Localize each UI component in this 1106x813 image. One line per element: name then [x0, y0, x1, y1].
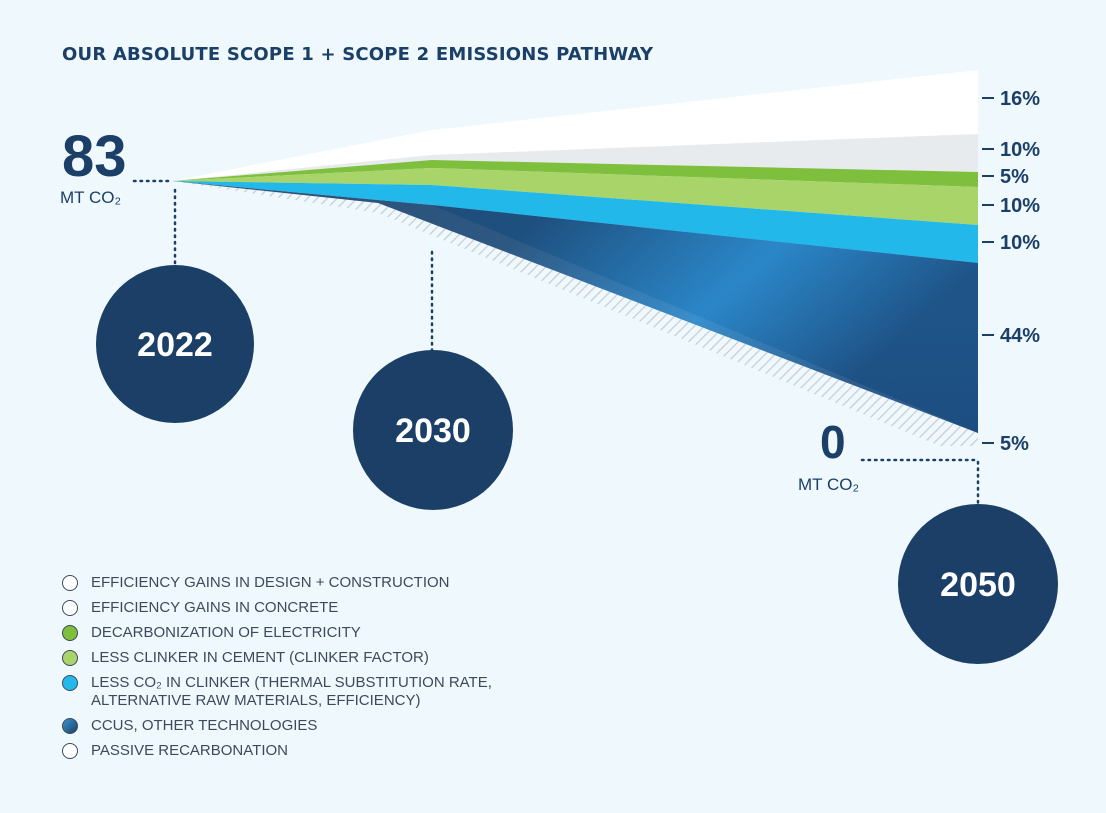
wedge-areas [172, 70, 978, 446]
legend-swatch [62, 575, 78, 591]
legend-label: CCUS, OTHER TECHNOLOGIES [91, 717, 318, 734]
legend-swatch [62, 743, 78, 759]
share-label-less-co2-clinker: 10% [1000, 232, 1040, 254]
share-label-passive-recarbonation: 5% [1000, 433, 1029, 455]
legend-item: LESS CLINKER IN CEMENT (CLINKER FACTOR) [62, 649, 492, 667]
legend-swatch [62, 718, 78, 734]
share-label-less-clinker: 10% [1000, 195, 1040, 217]
area-less-co2-clinker [172, 181, 978, 263]
share-label-decarbonization: 5% [1000, 166, 1029, 188]
legend-item: PASSIVE RECARBONATION [62, 742, 492, 760]
year-label-2050: 2050 [940, 566, 1016, 604]
area-efficiency-concrete [172, 134, 978, 181]
legend-swatch [62, 675, 78, 691]
legend-item: DECARBONIZATION OF ELECTRICITY [62, 624, 492, 642]
share-label-efficiency-design: 16% [1000, 88, 1040, 110]
legend-label: LESS CLINKER IN CEMENT (CLINKER FACTOR) [91, 649, 429, 666]
legend-label: DECARBONIZATION OF ELECTRICITY [91, 624, 361, 641]
legend-item: LESS CO₂ IN CLINKER (THERMAL SUBSTITUTIO… [62, 674, 492, 710]
start-value: 83 [62, 124, 127, 189]
area-passive-recarbonation [172, 181, 978, 446]
end-unit: MT CO₂ [798, 475, 859, 494]
year-circles [96, 265, 1058, 664]
chart-title: OUR ABSOLUTE SCOPE 1 + SCOPE 2 EMISSIONS… [62, 44, 654, 65]
year-circle-2030 [353, 350, 513, 510]
legend-swatch [62, 650, 78, 666]
area-less-clinker [172, 168, 978, 225]
share-ticks [982, 97, 994, 444]
legend-item: CCUS, OTHER TECHNOLOGIES [62, 717, 492, 735]
share-labels: 16% 10% 5% 10% 10% 44% 5% [1000, 88, 1040, 455]
year-circle-2022 [96, 265, 254, 423]
year-circle-2050 [898, 504, 1058, 664]
start-unit: MT CO₂ [60, 188, 121, 207]
legend-item: EFFICIENCY GAINS IN DESIGN + CONSTRUCTIO… [62, 574, 492, 592]
year-label-2030: 2030 [395, 412, 471, 450]
share-label-efficiency-concrete: 10% [1000, 139, 1040, 161]
legend-swatch [62, 600, 78, 616]
end-value: 0 [820, 416, 846, 468]
area-ccus [172, 181, 978, 433]
legend-item: EFFICIENCY GAINS IN CONCRETE [62, 599, 492, 617]
legend: EFFICIENCY GAINS IN DESIGN + CONSTRUCTIO… [62, 574, 492, 767]
legend-label: LESS CO₂ IN CLINKER (THERMAL SUBSTITUTIO… [91, 674, 492, 709]
legend-label: EFFICIENCY GAINS IN DESIGN + CONSTRUCTIO… [91, 574, 450, 591]
legend-swatch [62, 625, 78, 641]
legend-label: PASSIVE RECARBONATION [91, 742, 288, 759]
area-decarbonization-electricity [172, 160, 978, 187]
legend-label: EFFICIENCY GAINS IN CONCRETE [91, 599, 339, 616]
share-label-ccus: 44% [1000, 325, 1040, 347]
area-efficiency-design-construction [172, 70, 978, 181]
year-label-2022: 2022 [137, 326, 213, 364]
connectors [132, 179, 980, 507]
